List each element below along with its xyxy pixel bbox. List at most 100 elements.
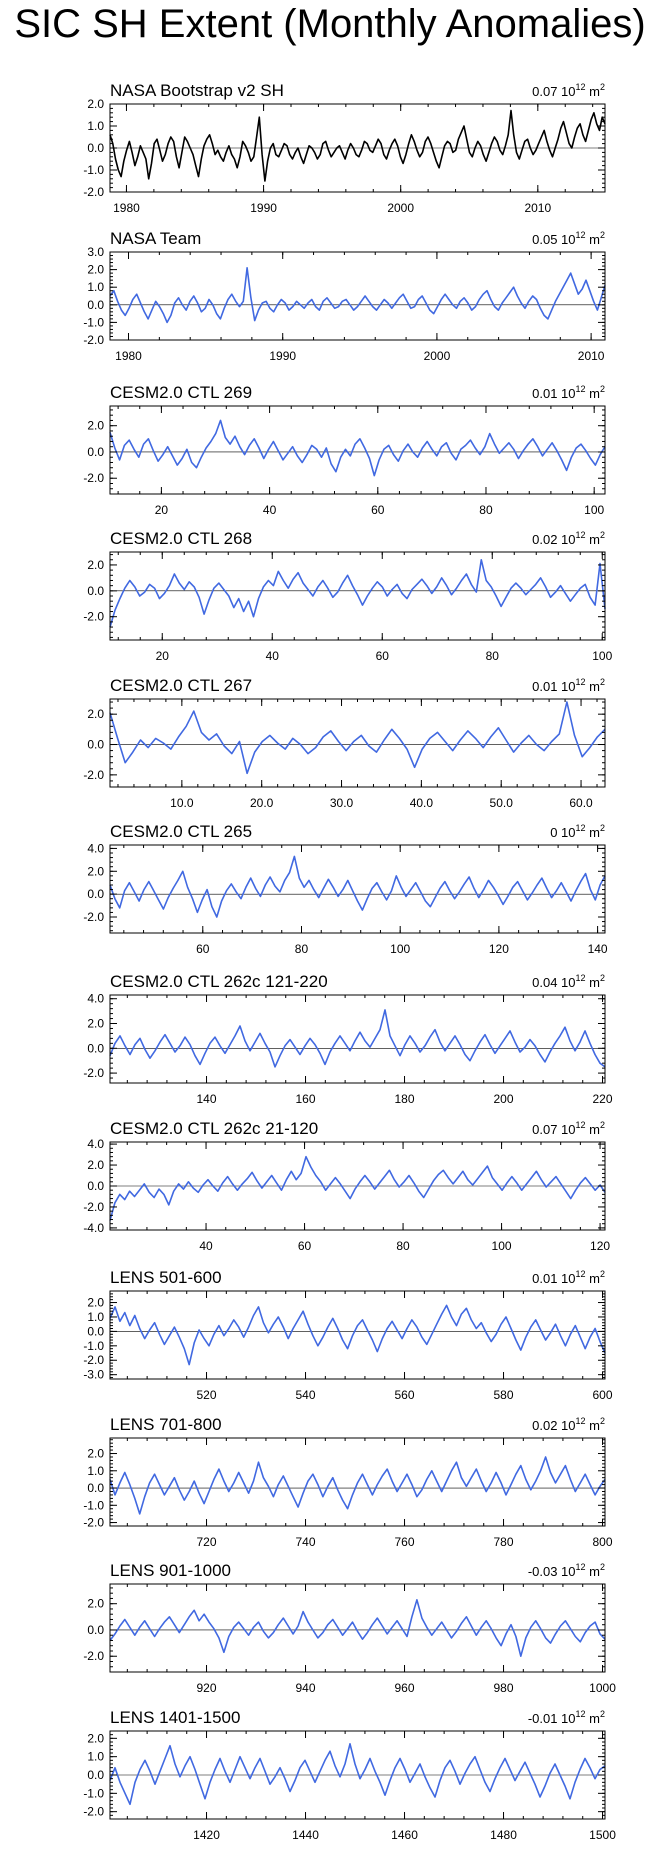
panel-mean-label: 0.02 1012 m2 bbox=[532, 1416, 605, 1433]
y-tick-label: 1.0 bbox=[87, 1750, 104, 1764]
x-tick-label: 1980 bbox=[113, 201, 140, 215]
x-tick-label: 100 bbox=[592, 649, 612, 663]
y-tick-label: -2.0 bbox=[83, 1516, 104, 1530]
x-tick-label: 560 bbox=[395, 1388, 415, 1402]
x-tick-label: 20 bbox=[155, 503, 169, 517]
x-tick-label: 120 bbox=[590, 1239, 610, 1253]
x-tick-label: 60 bbox=[298, 1239, 312, 1253]
y-tick-label: -2.0 bbox=[83, 1200, 104, 1214]
panel-title: LENS 901-1000 bbox=[110, 1561, 231, 1580]
chart-panel: CESM2.0 CTL 262c 21-120 0.07 1012 m2 -4.0 -… bbox=[83, 1119, 610, 1253]
x-tick-label: 1420 bbox=[193, 1828, 220, 1842]
y-tick-label: -2.0 bbox=[83, 1805, 104, 1819]
y-tick-label: 2.0 bbox=[87, 707, 104, 721]
x-tick-label: 30.0 bbox=[330, 796, 354, 810]
x-tick-label: 540 bbox=[296, 1388, 316, 1402]
y-tick-label: 2.0 bbox=[87, 1731, 104, 1745]
panel-title: LENS 501-600 bbox=[110, 1268, 222, 1287]
chart-panel: CESM2.0 CTL 267 0.01 1012 m2 -2.0 0.0 2.0 10.… bbox=[83, 676, 606, 810]
series-line bbox=[109, 1456, 606, 1515]
plot-frame bbox=[109, 251, 606, 341]
x-tick-label: 980 bbox=[494, 1681, 514, 1695]
x-tick-label: 760 bbox=[395, 1535, 415, 1549]
y-tick-label: 0.0 bbox=[87, 1041, 104, 1055]
y-tick-label: -3.0 bbox=[83, 1368, 104, 1382]
y-tick-label: 0.0 bbox=[87, 141, 104, 155]
y-tick-label: 3.0 bbox=[87, 245, 104, 259]
x-tick-label: 2010 bbox=[578, 349, 605, 363]
x-tick-label: 50.0 bbox=[490, 796, 514, 810]
y-tick-label: -2.0 bbox=[83, 910, 104, 924]
y-tick-label: -1.0 bbox=[83, 315, 104, 329]
y-tick-label: 0.0 bbox=[87, 887, 104, 901]
y-tick-label: -2.0 bbox=[83, 610, 104, 624]
x-tick-label: 80 bbox=[479, 503, 493, 517]
chart-panel: CESM2.0 CTL 269 0.01 1012 m2 -2.0 0.0 2.0 20 4… bbox=[83, 383, 606, 517]
x-tick-label: 20 bbox=[156, 649, 170, 663]
panel-mean-label: 0.02 1012 m2 bbox=[532, 530, 605, 547]
x-tick-label: 580 bbox=[494, 1388, 514, 1402]
y-tick-label: 1.0 bbox=[87, 1464, 104, 1478]
x-tick-label: 2000 bbox=[424, 349, 451, 363]
y-tick-label: 0.0 bbox=[87, 445, 104, 459]
y-tick-label: -2.0 bbox=[83, 471, 104, 485]
panel-title: LENS 1401-1500 bbox=[110, 1708, 240, 1727]
series-line bbox=[109, 1599, 606, 1657]
chart-panel: LENS 701-800 0.02 1012 m2 -2.0 -1.0 0.0 1.0 2.… bbox=[83, 1415, 613, 1549]
y-tick-label: 2.0 bbox=[87, 1017, 104, 1031]
x-tick-label: 520 bbox=[197, 1388, 217, 1402]
x-tick-label: 60 bbox=[371, 503, 385, 517]
x-tick-label: 80 bbox=[295, 942, 309, 956]
x-tick-label: 740 bbox=[296, 1535, 316, 1549]
y-tick-label: 2.0 bbox=[87, 263, 104, 277]
series-line bbox=[109, 701, 606, 775]
y-tick-label: 2.0 bbox=[87, 419, 104, 433]
figure-title: SIC SH Extent (Monthly Anomalies) bbox=[14, 2, 645, 46]
y-tick-label: 4.0 bbox=[87, 992, 104, 1006]
series-line bbox=[109, 1009, 606, 1068]
y-tick-label: 1.0 bbox=[87, 1310, 104, 1324]
y-tick-label: 0.0 bbox=[87, 1179, 104, 1193]
panel-mean-label: 0 1012 m2 bbox=[550, 823, 605, 840]
x-tick-label: 220 bbox=[593, 1092, 613, 1106]
x-tick-label: 1980 bbox=[115, 349, 142, 363]
panel-title: LENS 701-800 bbox=[110, 1415, 222, 1434]
series-line bbox=[109, 109, 606, 182]
panel-mean-label: 0.07 1012 m2 bbox=[532, 1120, 605, 1137]
x-tick-label: 960 bbox=[395, 1681, 415, 1695]
chart-panel: NASA Bootstrap v2 SH 0.07 1012 m2 -2.0 -1.0… bbox=[83, 81, 606, 215]
chart-panel: NASA Team 0.05 1012 m2 -2.0 -1.0 0.0 1.0 2.0 3.… bbox=[83, 229, 606, 363]
chart-panel: LENS 1401-1500 -0.01 1012 m2 -2.0 -1.0 0.0 1.… bbox=[83, 1708, 616, 1842]
y-tick-label: -2.0 bbox=[83, 333, 104, 347]
y-tick-label: 2.0 bbox=[87, 1597, 104, 1611]
y-tick-label: 2.0 bbox=[87, 97, 104, 111]
series-line bbox=[109, 558, 606, 628]
y-tick-label: 0.0 bbox=[87, 1324, 104, 1338]
y-tick-label: 1.0 bbox=[87, 280, 104, 294]
x-tick-label: 1500 bbox=[589, 1828, 616, 1842]
x-tick-label: 160 bbox=[296, 1092, 316, 1106]
panel-title: NASA Team bbox=[110, 229, 201, 248]
plot-frame bbox=[109, 1437, 606, 1527]
y-tick-label: 0.0 bbox=[87, 298, 104, 312]
plot-frame bbox=[109, 844, 606, 934]
x-tick-label: 60.0 bbox=[569, 796, 593, 810]
y-tick-label: -1.0 bbox=[83, 1339, 104, 1353]
x-tick-label: 780 bbox=[494, 1535, 514, 1549]
x-tick-label: 80 bbox=[396, 1239, 410, 1253]
x-tick-label: 1460 bbox=[391, 1828, 418, 1842]
x-tick-label: 800 bbox=[593, 1535, 613, 1549]
x-tick-label: 60 bbox=[376, 649, 390, 663]
panel-mean-label: -0.03 1012 m2 bbox=[528, 1562, 605, 1579]
y-tick-label: 2.0 bbox=[87, 1296, 104, 1310]
series-line bbox=[109, 1304, 606, 1366]
y-tick-label: -2.0 bbox=[83, 185, 104, 199]
y-tick-label: -2.0 bbox=[83, 1649, 104, 1663]
y-tick-label: 4.0 bbox=[87, 1137, 104, 1151]
y-tick-label: 0.0 bbox=[87, 1623, 104, 1637]
y-tick-label: -4.0 bbox=[83, 1221, 104, 1235]
series-line bbox=[109, 855, 606, 918]
x-tick-label: 140 bbox=[588, 942, 608, 956]
panel-title: CESM2.0 CTL 262c 121-220 bbox=[110, 972, 328, 991]
